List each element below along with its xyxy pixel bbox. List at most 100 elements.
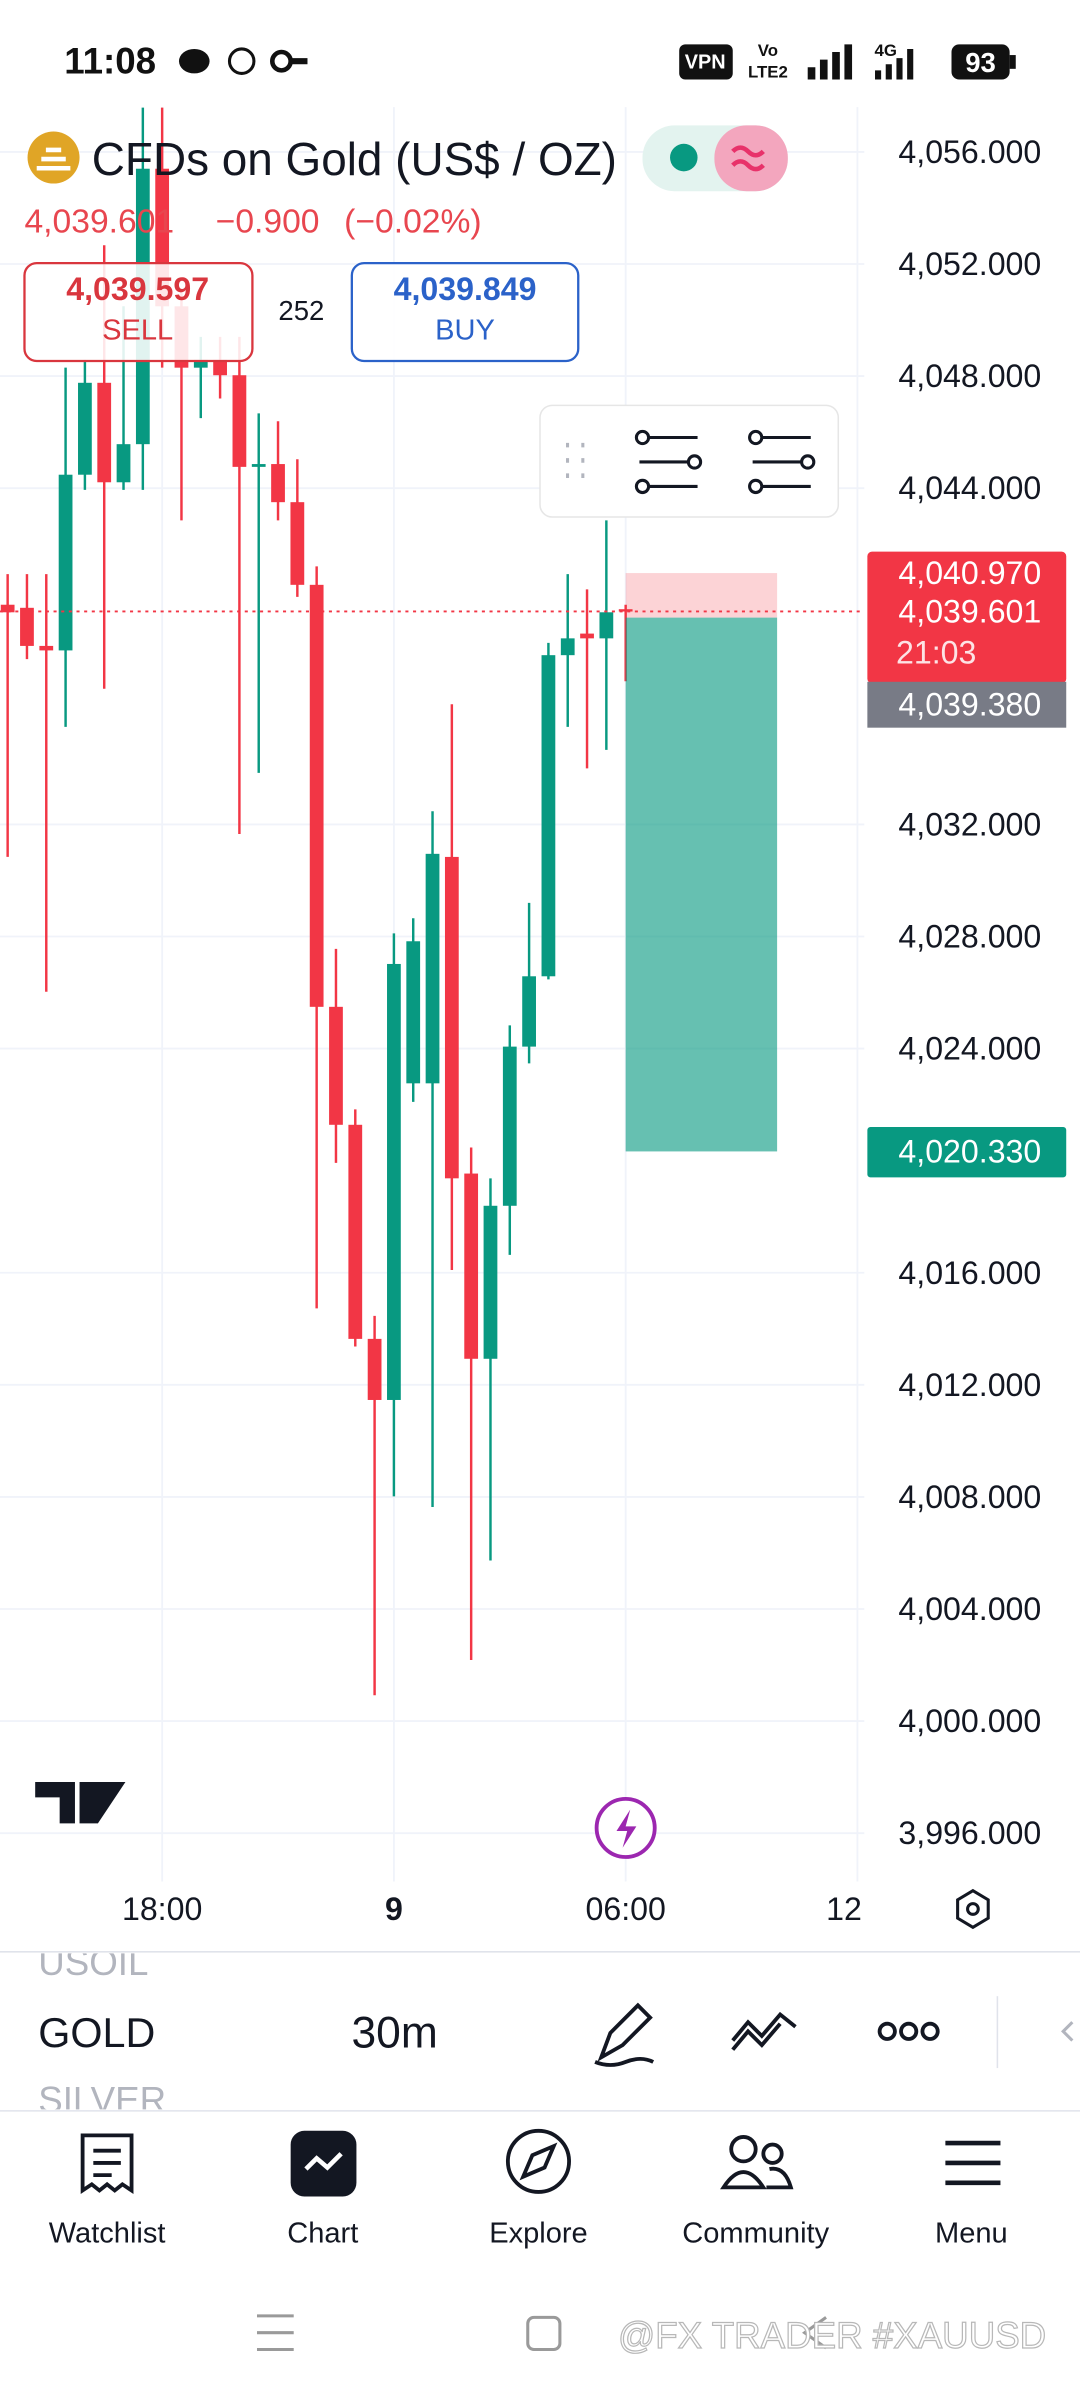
- price-change-percent: (−0.02%): [344, 203, 481, 240]
- community-icon[interactable]: [761, 2142, 784, 2165]
- candle-body: [483, 1205, 498, 1359]
- candle-body: [560, 638, 575, 656]
- home-button[interactable]: [526, 2315, 562, 2352]
- y-tick-label: 3,996.000: [898, 1815, 1041, 1851]
- y-tick-label: 4,000.000: [898, 1703, 1041, 1739]
- candle-body: [309, 584, 324, 1007]
- tool-long-icon[interactable]: [634, 478, 651, 495]
- y-tick-label: 4,016.000: [898, 1255, 1041, 1291]
- chart-icon[interactable]: [304, 2152, 343, 2171]
- network-text: Vo: [758, 41, 778, 60]
- tool-short-icon[interactable]: [748, 478, 764, 495]
- indicator-icon[interactable]: [731, 2011, 797, 2051]
- toggle-active[interactable]: [714, 125, 788, 192]
- y-tick-label: 4,056.000: [898, 134, 1041, 170]
- x-tick-label: 18:00: [122, 1891, 202, 1927]
- candle-body: [580, 633, 594, 639]
- candle-body: [618, 609, 633, 612]
- x-tick-label: 06:00: [585, 1891, 665, 1927]
- candle-body: [599, 612, 614, 639]
- time-axis: 18:00 9 06:00 12:0: [122, 1881, 895, 1943]
- data-type: 4G: [875, 41, 897, 60]
- menu-icon[interactable]: [945, 2140, 1001, 2186]
- candle-body: [193, 359, 208, 368]
- drag-handle[interactable]: [566, 442, 585, 479]
- sell-button[interactable]: [23, 261, 254, 363]
- back-button[interactable]: [802, 2316, 827, 2350]
- sell-label: SELL: [102, 314, 173, 346]
- last-price-label: 4,039.601: [898, 593, 1041, 629]
- y-tick-label: 4,008.000: [898, 1479, 1041, 1515]
- sell-price: 4,039.597: [66, 271, 209, 307]
- tool-long-icon[interactable]: [634, 429, 651, 446]
- y-tick-label: 4,032.000: [898, 806, 1041, 842]
- candle-body: [271, 464, 285, 503]
- more-icon[interactable]: [920, 2021, 940, 2041]
- candle-body: [20, 607, 34, 646]
- candle-body: [58, 474, 73, 651]
- nav-label[interactable]: Chart: [287, 2217, 358, 2249]
- tool-short-icon[interactable]: [800, 454, 816, 470]
- nav-label[interactable]: Menu: [935, 2217, 1008, 2249]
- nav-label[interactable]: Explore: [489, 2217, 588, 2249]
- header: CFDs on Gold (US$ / OZ) 4,039.601 −0.900…: [23, 125, 788, 363]
- community-icon[interactable]: [720, 2166, 794, 2190]
- tool-long-icon[interactable]: [686, 454, 703, 470]
- battery-tip: [1009, 55, 1016, 69]
- symbol-option[interactable]: USOIL: [38, 1942, 148, 1983]
- symbol-option[interactable]: SILVER: [38, 2080, 166, 2121]
- more-icon[interactable]: [877, 2021, 897, 2041]
- candle-body: [0, 604, 15, 613]
- settings-icon[interactable]: [966, 1902, 980, 1916]
- system-nav: @FX TRADER #XAUUSD: [256, 2314, 1047, 2357]
- vpn-badge: [679, 44, 733, 80]
- draw-icon[interactable]: [594, 2002, 655, 2067]
- price-tag: [867, 681, 1067, 728]
- tool-short-icon[interactable]: [748, 429, 764, 446]
- settings-icon[interactable]: [956, 1888, 990, 1930]
- candle-body: [522, 976, 536, 1047]
- tv-logo: [35, 1782, 126, 1824]
- candle-body: [213, 359, 227, 376]
- vpn-text: VPN: [685, 52, 726, 74]
- key-icon: [289, 58, 308, 65]
- symbol-title[interactable]: CFDs on Gold (US$ / OZ): [92, 133, 617, 185]
- chat-icon: [178, 48, 210, 74]
- more-icon[interactable]: [899, 2021, 919, 2041]
- nav-label[interactable]: Watchlist: [49, 2217, 166, 2249]
- candle-body: [251, 464, 266, 467]
- recents-button[interactable]: [256, 2314, 294, 2352]
- explore-icon[interactable]: [505, 2128, 571, 2194]
- symbol-selected[interactable]: GOLD: [38, 2010, 155, 2056]
- candle-body: [387, 963, 401, 1400]
- candle-body: [97, 382, 112, 483]
- candle-body: [464, 1173, 479, 1359]
- clock: 11:08: [64, 41, 156, 82]
- chart-toolbar: USOIL GOLD SILVER 30m: [0, 1942, 1080, 2121]
- buy-button[interactable]: [350, 261, 580, 363]
- candle-body: [290, 502, 305, 585]
- candle-body: [39, 645, 54, 651]
- explore-icon[interactable]: [519, 2142, 558, 2181]
- price-axis: 4,056.000 4,052.000 4,048.000 4,044.000 4,03…: [867, 134, 1067, 1851]
- candle-body: [116, 444, 131, 483]
- candle-body: [367, 1338, 382, 1400]
- y-tick-label: 4,004.000: [898, 1591, 1041, 1627]
- battery: [951, 44, 1010, 80]
- interval[interactable]: 30m: [352, 2008, 438, 2057]
- buy-price: 4,039.849: [394, 271, 537, 307]
- status-bar: 11:08 VPN Vo LTE2 4G 93: [64, 41, 1016, 82]
- candle-body: [78, 382, 92, 475]
- nav-label[interactable]: Community: [682, 2217, 829, 2249]
- community-icon[interactable]: [729, 2134, 758, 2164]
- lightning-icon: [616, 1809, 637, 1848]
- target-zone: [625, 617, 778, 1152]
- stop-price-label: 4,040.970: [898, 555, 1041, 591]
- watchlist-icon[interactable]: [80, 2133, 134, 2195]
- price-tag: [867, 551, 1067, 684]
- signal-icon: [875, 48, 914, 80]
- expand-icon[interactable]: [1061, 2021, 1074, 2042]
